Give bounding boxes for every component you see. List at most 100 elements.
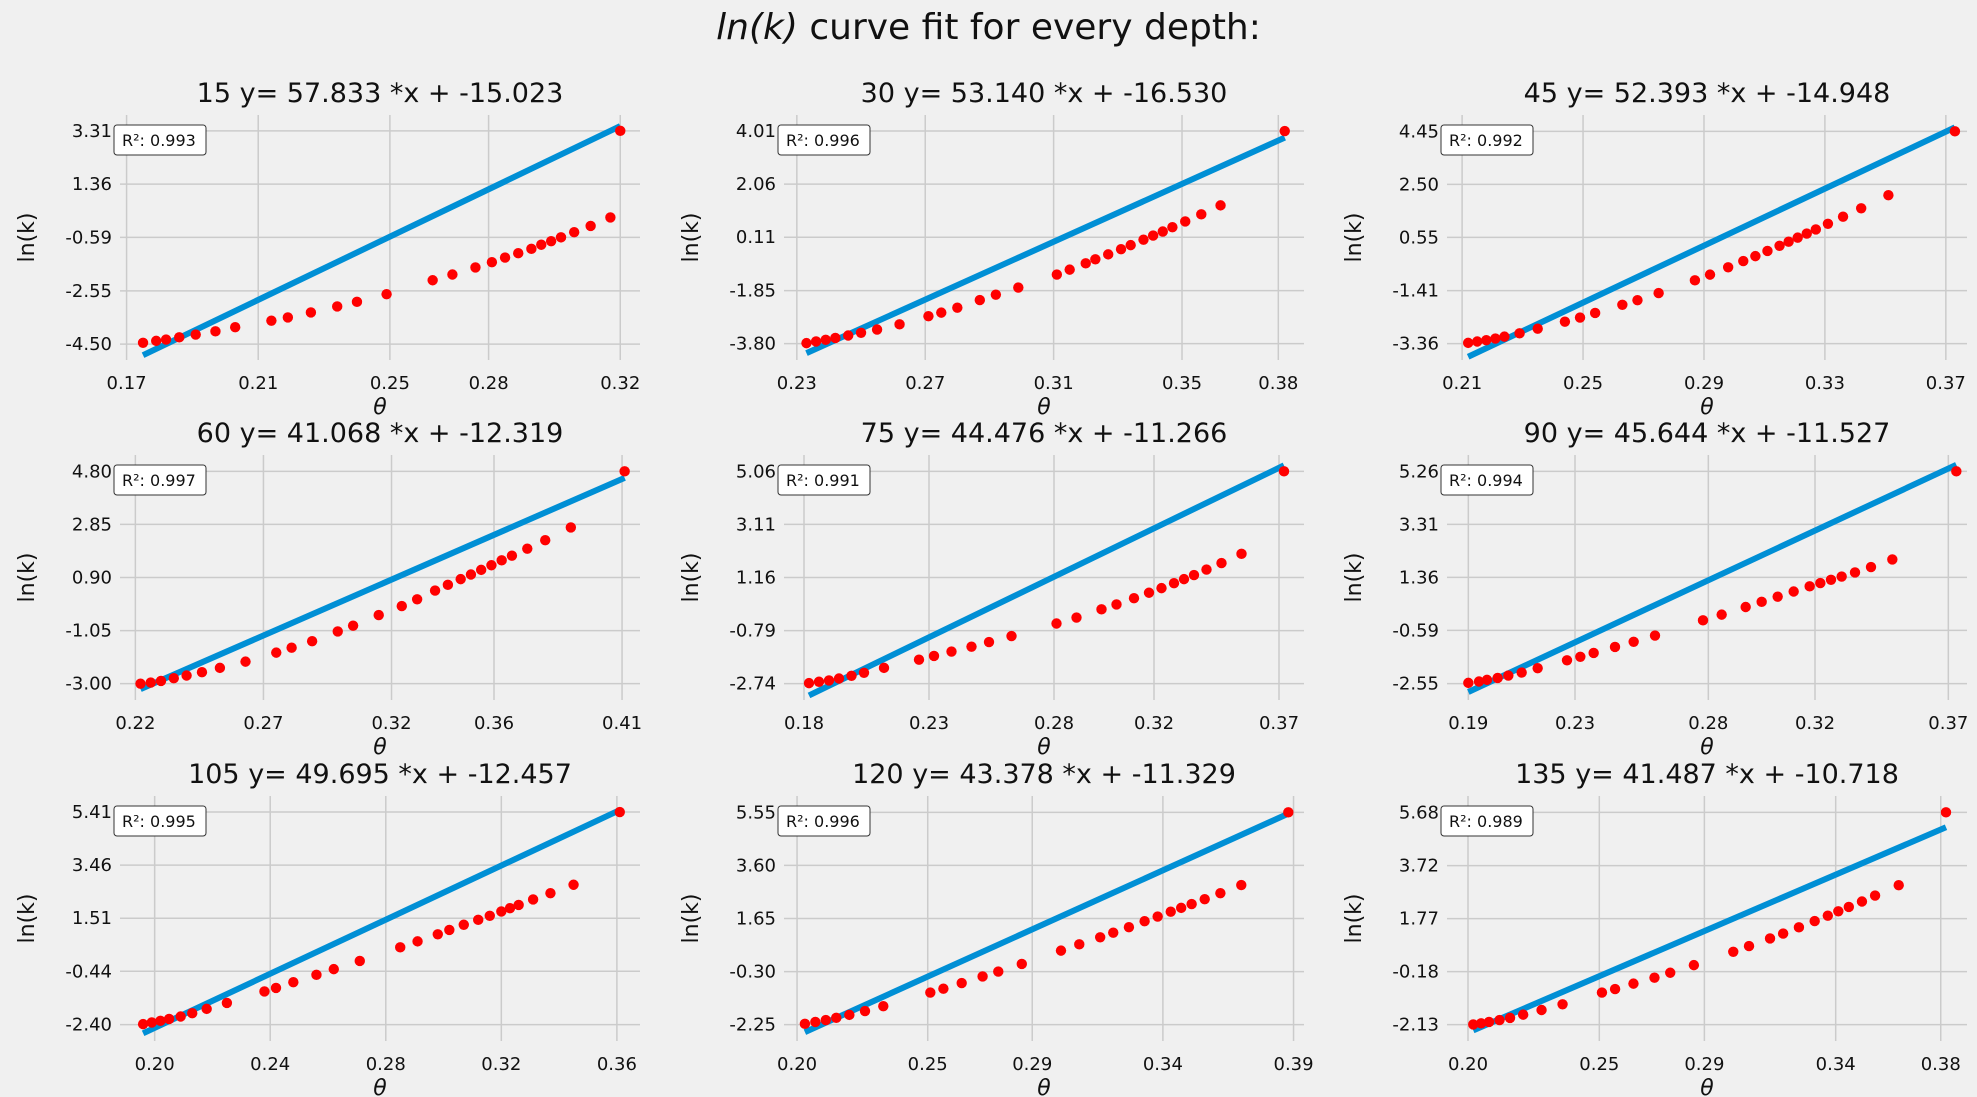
y-tick-label: 3.31 [1399, 514, 1439, 535]
y-tick-label: 0.11 [736, 227, 776, 248]
data-point [259, 986, 270, 997]
subplot-3: 0.21 0.25 0.29 0.33 0.37 -3.36 -1.41 0.55 2.50 4.… [1342, 78, 1967, 420]
x-tick-label: 0.28 [1034, 713, 1074, 734]
data-point [1689, 275, 1701, 286]
data-point [486, 560, 497, 571]
x-tick-label: 0.28 [366, 1054, 406, 1075]
data-point [1128, 592, 1140, 604]
data-point [1743, 940, 1755, 952]
data-point [813, 676, 825, 687]
x-tick-label: 0.17 [107, 373, 147, 394]
data-point [1836, 571, 1847, 582]
data-point [1756, 596, 1767, 608]
data-point [1080, 258, 1091, 269]
r2-annotation: R²: 0.993 [122, 131, 196, 150]
r2-annotation-box [113, 464, 207, 496]
data-point [1180, 216, 1191, 227]
data-point [1094, 932, 1106, 943]
data-point [282, 312, 294, 323]
x-tick-label: 0.32 [600, 373, 640, 394]
x-tick-label: 0.38 [1921, 1054, 1961, 1075]
data-point [1716, 609, 1727, 620]
x-tick-label: 0.34 [1816, 1054, 1856, 1075]
r2-annotation-box [777, 124, 871, 156]
data-point [174, 332, 185, 343]
data-point [351, 296, 363, 308]
data-point [1215, 200, 1226, 211]
r2-annotation: R²: 0.995 [122, 812, 196, 831]
data-point [1475, 1018, 1487, 1029]
r2-annotation-box [777, 805, 871, 837]
y-tick-label: -0.59 [1392, 620, 1439, 641]
data-point [1152, 911, 1163, 922]
data-point [196, 667, 208, 678]
data-point [956, 977, 967, 989]
data-point [1609, 983, 1621, 995]
y-tick-label: 0.90 [72, 568, 112, 589]
data-point [1490, 333, 1501, 344]
x-tick-label: 0.37 [1926, 373, 1966, 394]
data-point [925, 987, 936, 998]
data-point [190, 329, 201, 340]
data-point [1115, 244, 1127, 255]
data-point [146, 1017, 157, 1028]
data-point [1843, 901, 1855, 913]
subplot-9: 0.20 0.25 0.29 0.34 0.38 -2.13 -0.18 1.77 3.72 5.… [1342, 759, 1967, 1097]
data-point [373, 609, 384, 621]
data-point [1102, 249, 1114, 260]
x-tick-label: 0.23 [909, 713, 949, 734]
y-tick-label: 3.72 [1399, 856, 1439, 877]
data-point [395, 942, 406, 953]
data-point [271, 647, 282, 658]
y-tick-label: -2.25 [729, 1015, 776, 1036]
data-point [527, 894, 539, 905]
data-point [526, 243, 537, 255]
y-tick-label: -2.13 [1392, 1015, 1439, 1036]
subplot-title: 90 y= 45.644 *x + -11.527 [1524, 418, 1891, 449]
data-point [1199, 893, 1210, 905]
y-tick-label: 1.65 [736, 909, 776, 930]
data-point [545, 887, 556, 899]
x-tick-label: 0.25 [1579, 1054, 1619, 1075]
x-tick-label: 0.29 [1684, 1054, 1724, 1075]
data-point [1064, 264, 1075, 275]
data-point [913, 654, 925, 665]
data-point [810, 336, 822, 347]
x-tick-label: 0.32 [481, 1054, 521, 1075]
y-tick-label: -1.85 [729, 281, 776, 302]
x-tick-label: 0.32 [371, 713, 411, 734]
data-point [1536, 1004, 1547, 1016]
x-tick-label: 0.21 [238, 373, 278, 394]
data-point [1139, 916, 1150, 927]
data-point [499, 252, 511, 263]
x-tick-label: 0.38 [1258, 373, 1298, 394]
y-tick-label: 5.68 [1399, 802, 1439, 823]
y-tick-label: 3.11 [736, 514, 776, 535]
data-point [486, 257, 498, 268]
fit-line [1466, 124, 1957, 360]
figure-suptitle: ln(k) curve fit for every depth: [716, 7, 1261, 48]
data-point [135, 678, 146, 689]
data-point [974, 294, 986, 306]
r2-annotation-box [1440, 464, 1534, 496]
y-tick-label: 1.51 [72, 908, 112, 929]
data-point [936, 307, 947, 318]
data-point [1887, 554, 1898, 565]
data-point [1750, 250, 1761, 262]
data-point [1111, 599, 1122, 610]
subplot-6: 0.19 0.23 0.28 0.32 0.37 -2.55 -0.59 1.36 3.31 5.… [1342, 418, 1968, 760]
data-point [1514, 328, 1525, 339]
x-tick-label: 0.20 [777, 1054, 817, 1075]
data-point [1588, 647, 1599, 659]
data-point [1215, 887, 1226, 899]
data-point [513, 248, 524, 259]
x-tick-label: 0.35 [1162, 373, 1202, 394]
y-tick-label: -0.44 [65, 961, 112, 982]
data-point [1559, 316, 1571, 327]
data-point [1865, 561, 1877, 573]
data-point [946, 646, 957, 657]
data-point [1090, 254, 1101, 265]
data-point [855, 327, 867, 338]
data-point [444, 924, 455, 936]
fit-line [805, 134, 1286, 356]
